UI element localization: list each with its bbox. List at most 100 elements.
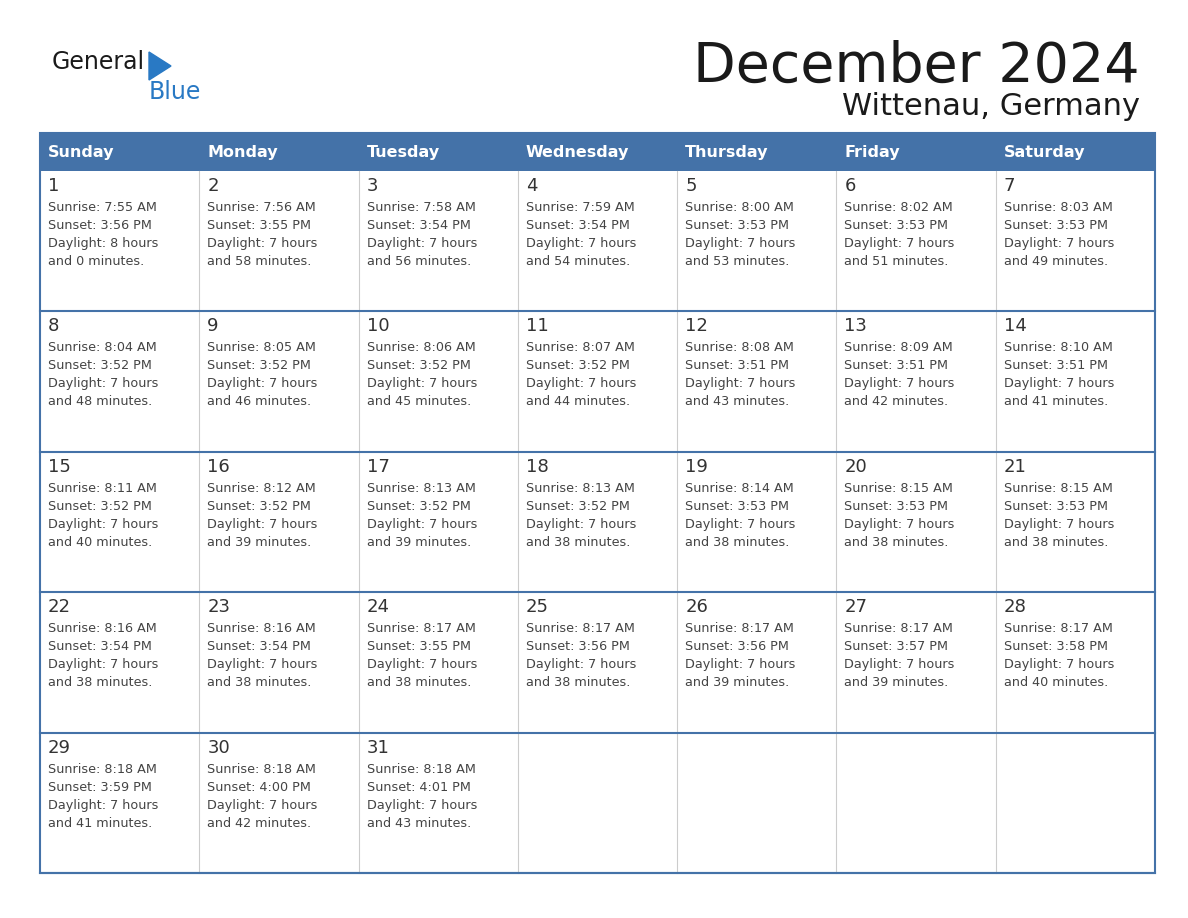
Bar bbox=[200, 171, 359, 311]
Text: and 45 minutes.: and 45 minutes. bbox=[367, 396, 470, 409]
Text: 14: 14 bbox=[1004, 318, 1026, 335]
Bar bbox=[836, 311, 996, 452]
Text: Daylight: 7 hours: Daylight: 7 hours bbox=[207, 237, 317, 250]
Text: and 0 minutes.: and 0 minutes. bbox=[48, 255, 144, 268]
Text: Daylight: 7 hours: Daylight: 7 hours bbox=[685, 518, 796, 531]
Text: Sunrise: 8:03 AM: Sunrise: 8:03 AM bbox=[1004, 201, 1113, 214]
Text: Sunrise: 8:13 AM: Sunrise: 8:13 AM bbox=[526, 482, 634, 495]
Text: Sunset: 3:51 PM: Sunset: 3:51 PM bbox=[1004, 360, 1107, 373]
Text: General: General bbox=[52, 50, 145, 74]
Bar bbox=[40, 171, 200, 311]
Text: Daylight: 7 hours: Daylight: 7 hours bbox=[685, 658, 796, 671]
Text: Sunday: Sunday bbox=[48, 144, 114, 160]
Text: Sunset: 3:56 PM: Sunset: 3:56 PM bbox=[48, 219, 152, 232]
Text: Sunset: 3:55 PM: Sunset: 3:55 PM bbox=[367, 640, 470, 654]
Text: Sunset: 3:56 PM: Sunset: 3:56 PM bbox=[526, 640, 630, 654]
Bar bbox=[677, 133, 836, 171]
Text: and 49 minutes.: and 49 minutes. bbox=[1004, 255, 1108, 268]
Text: Daylight: 7 hours: Daylight: 7 hours bbox=[207, 377, 317, 390]
Text: Sunrise: 8:17 AM: Sunrise: 8:17 AM bbox=[367, 622, 475, 635]
Text: 6: 6 bbox=[845, 177, 855, 195]
Text: Sunrise: 7:55 AM: Sunrise: 7:55 AM bbox=[48, 201, 157, 214]
Text: Sunrise: 7:56 AM: Sunrise: 7:56 AM bbox=[207, 201, 316, 214]
Text: 20: 20 bbox=[845, 458, 867, 476]
Text: Sunset: 3:59 PM: Sunset: 3:59 PM bbox=[48, 780, 152, 793]
Text: Sunrise: 8:13 AM: Sunrise: 8:13 AM bbox=[367, 482, 475, 495]
Text: Daylight: 7 hours: Daylight: 7 hours bbox=[1004, 658, 1114, 671]
Text: Sunset: 3:56 PM: Sunset: 3:56 PM bbox=[685, 640, 789, 654]
Text: Sunset: 4:00 PM: Sunset: 4:00 PM bbox=[207, 780, 311, 793]
Text: and 43 minutes.: and 43 minutes. bbox=[685, 396, 789, 409]
Text: Daylight: 7 hours: Daylight: 7 hours bbox=[526, 377, 637, 390]
Bar bbox=[836, 733, 996, 873]
Text: 1: 1 bbox=[48, 177, 59, 195]
Text: Sunrise: 8:09 AM: Sunrise: 8:09 AM bbox=[845, 341, 953, 354]
Text: Daylight: 7 hours: Daylight: 7 hours bbox=[526, 518, 637, 531]
Text: and 38 minutes.: and 38 minutes. bbox=[367, 677, 470, 689]
Text: 2: 2 bbox=[207, 177, 219, 195]
Text: Sunset: 4:01 PM: Sunset: 4:01 PM bbox=[367, 780, 470, 793]
Text: Daylight: 7 hours: Daylight: 7 hours bbox=[48, 658, 158, 671]
Text: and 54 minutes.: and 54 minutes. bbox=[526, 255, 630, 268]
Bar bbox=[518, 452, 677, 592]
Bar bbox=[836, 171, 996, 311]
Text: Sunset: 3:52 PM: Sunset: 3:52 PM bbox=[207, 360, 311, 373]
Text: Sunrise: 8:18 AM: Sunrise: 8:18 AM bbox=[207, 763, 316, 776]
Text: Sunset: 3:54 PM: Sunset: 3:54 PM bbox=[367, 219, 470, 232]
Text: Sunset: 3:53 PM: Sunset: 3:53 PM bbox=[1004, 499, 1107, 513]
Text: and 39 minutes.: and 39 minutes. bbox=[367, 536, 470, 549]
Text: Sunrise: 8:05 AM: Sunrise: 8:05 AM bbox=[207, 341, 316, 354]
Text: and 46 minutes.: and 46 minutes. bbox=[207, 396, 311, 409]
Text: December 2024: December 2024 bbox=[694, 40, 1140, 94]
Bar bbox=[836, 133, 996, 171]
Text: Daylight: 7 hours: Daylight: 7 hours bbox=[207, 658, 317, 671]
Text: Blue: Blue bbox=[148, 80, 202, 104]
Bar bbox=[518, 311, 677, 452]
Bar bbox=[836, 592, 996, 733]
Text: Daylight: 7 hours: Daylight: 7 hours bbox=[845, 237, 955, 250]
Text: Sunset: 3:52 PM: Sunset: 3:52 PM bbox=[48, 499, 152, 513]
Bar bbox=[359, 452, 518, 592]
Text: Monday: Monday bbox=[207, 144, 278, 160]
Text: 12: 12 bbox=[685, 318, 708, 335]
Text: Wednesday: Wednesday bbox=[526, 144, 630, 160]
Text: Daylight: 8 hours: Daylight: 8 hours bbox=[48, 237, 158, 250]
Text: 3: 3 bbox=[367, 177, 378, 195]
Text: and 40 minutes.: and 40 minutes. bbox=[1004, 677, 1108, 689]
Text: Daylight: 7 hours: Daylight: 7 hours bbox=[526, 237, 637, 250]
Text: Sunrise: 8:04 AM: Sunrise: 8:04 AM bbox=[48, 341, 157, 354]
Text: 17: 17 bbox=[367, 458, 390, 476]
Text: 24: 24 bbox=[367, 599, 390, 616]
Bar bbox=[996, 133, 1155, 171]
Text: and 42 minutes.: and 42 minutes. bbox=[845, 396, 948, 409]
Text: Sunset: 3:54 PM: Sunset: 3:54 PM bbox=[207, 640, 311, 654]
Text: Daylight: 7 hours: Daylight: 7 hours bbox=[48, 799, 158, 812]
Bar bbox=[40, 592, 200, 733]
Bar bbox=[40, 311, 200, 452]
Text: 30: 30 bbox=[207, 739, 230, 756]
Text: and 38 minutes.: and 38 minutes. bbox=[207, 677, 311, 689]
Bar bbox=[996, 452, 1155, 592]
Text: Sunrise: 8:16 AM: Sunrise: 8:16 AM bbox=[207, 622, 316, 635]
Bar bbox=[836, 452, 996, 592]
Text: Sunrise: 8:17 AM: Sunrise: 8:17 AM bbox=[526, 622, 634, 635]
Text: Sunrise: 7:58 AM: Sunrise: 7:58 AM bbox=[367, 201, 475, 214]
Bar bbox=[677, 311, 836, 452]
Text: Sunrise: 8:14 AM: Sunrise: 8:14 AM bbox=[685, 482, 794, 495]
Bar bbox=[677, 592, 836, 733]
Text: 9: 9 bbox=[207, 318, 219, 335]
Text: Daylight: 7 hours: Daylight: 7 hours bbox=[48, 377, 158, 390]
Text: 26: 26 bbox=[685, 599, 708, 616]
Text: Sunrise: 8:17 AM: Sunrise: 8:17 AM bbox=[685, 622, 794, 635]
Text: Thursday: Thursday bbox=[685, 144, 769, 160]
Text: Daylight: 7 hours: Daylight: 7 hours bbox=[1004, 377, 1114, 390]
Text: and 41 minutes.: and 41 minutes. bbox=[1004, 396, 1108, 409]
Bar bbox=[996, 733, 1155, 873]
Text: Daylight: 7 hours: Daylight: 7 hours bbox=[685, 377, 796, 390]
Text: Sunrise: 8:17 AM: Sunrise: 8:17 AM bbox=[1004, 622, 1113, 635]
Text: and 44 minutes.: and 44 minutes. bbox=[526, 396, 630, 409]
Text: Sunset: 3:54 PM: Sunset: 3:54 PM bbox=[526, 219, 630, 232]
Text: Daylight: 7 hours: Daylight: 7 hours bbox=[1004, 518, 1114, 531]
Text: Daylight: 7 hours: Daylight: 7 hours bbox=[367, 658, 476, 671]
Text: 21: 21 bbox=[1004, 458, 1026, 476]
